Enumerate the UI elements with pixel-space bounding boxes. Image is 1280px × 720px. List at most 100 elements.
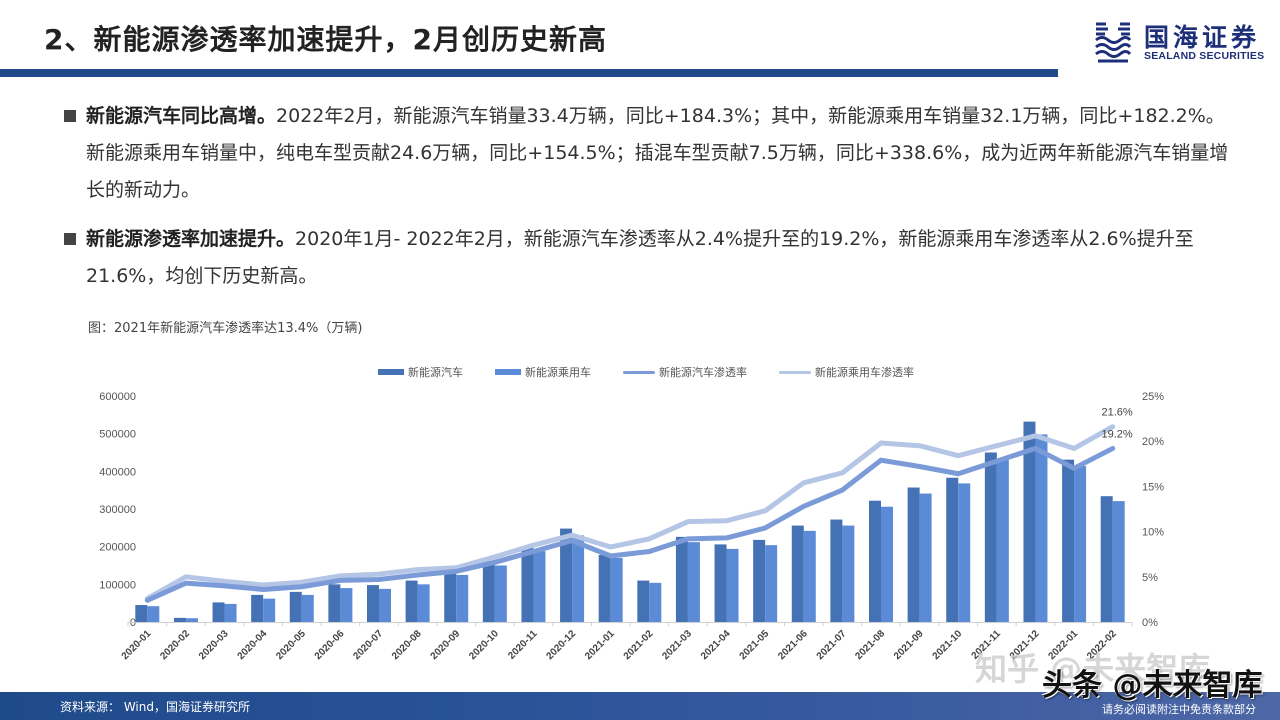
bar	[598, 554, 611, 622]
bar	[572, 535, 585, 622]
slide-title: 2、新能源渗透率加速提升，2月创历史新高	[44, 23, 607, 56]
bar	[791, 525, 804, 622]
legend-label: 新能源汽车	[408, 366, 463, 379]
bullet-lead: 新能源汽车同比高增。	[86, 105, 277, 127]
legend-item: 新能源汽车渗透率	[623, 364, 747, 380]
logo-english-name: SEALAND SECURITIES	[1144, 50, 1265, 62]
x-axis-label: 2021-06	[776, 628, 810, 662]
bar	[289, 591, 302, 622]
x-axis-label: 2020-03	[197, 628, 231, 662]
bar	[379, 588, 391, 622]
bar	[610, 557, 623, 622]
bar	[340, 588, 353, 622]
bar	[753, 539, 766, 622]
bar	[173, 617, 186, 622]
y2-axis-tick: 0%	[1142, 617, 1158, 629]
disclaimer: 请务必阅读附注中免责条款部分	[1102, 703, 1256, 716]
y2-axis-tick: 15%	[1142, 481, 1164, 493]
x-axis-label: 2021-04	[699, 628, 733, 662]
bar	[533, 551, 546, 622]
data-label: 19.2%	[1101, 428, 1132, 440]
bar	[842, 525, 855, 622]
figure-caption: 图：2021年新能源汽车渗透率达13.4%（万辆)	[88, 321, 363, 336]
chart-legend: 新能源汽车 新能源乘用车 新能源汽车渗透率 新能源乘用车渗透率	[378, 365, 946, 379]
bullet-list: 新能源汽车同比高增。2022年2月，新能源汽车销量33.4万辆，同比+184.3…	[62, 98, 1242, 295]
bar	[367, 585, 379, 622]
bar	[765, 545, 778, 622]
x-axis-label: 2021-08	[853, 628, 887, 662]
bar	[714, 544, 727, 622]
bar	[687, 542, 700, 622]
x-axis-label: 2020-02	[158, 628, 192, 662]
bar	[456, 574, 469, 622]
x-axis-label: 2021-01	[583, 628, 617, 662]
bar	[560, 528, 573, 622]
x-axis-label: 2021-09	[892, 628, 926, 662]
bar	[417, 584, 430, 622]
x-axis-label: 2021-05	[738, 628, 772, 662]
x-axis-label: 2020-01	[120, 628, 154, 662]
title-divider	[0, 69, 1058, 77]
bar	[1035, 434, 1048, 622]
x-axis-label: 2021-03	[660, 628, 694, 662]
penetration-line	[144, 445, 1116, 603]
legend-bar-swatch-icon	[495, 369, 521, 375]
y-axis-tick: 600000	[99, 391, 136, 403]
x-axis-label: 2020-09	[429, 628, 463, 662]
x-axis-label: 2020-08	[390, 628, 424, 662]
legend-item: 新能源乘用车	[495, 364, 591, 380]
y-axis-tick: 300000	[99, 504, 136, 516]
bar	[726, 548, 739, 622]
bar	[946, 477, 959, 622]
bar	[251, 594, 264, 622]
bar	[185, 618, 198, 622]
footer-bar: 资料来源： Wind，国海证券研究所 请务必阅读附注中免责条款部分	[0, 692, 1280, 720]
y-axis-tick: 400000	[99, 466, 136, 478]
bar	[1112, 501, 1125, 622]
bar	[649, 582, 662, 622]
bar	[1023, 421, 1036, 622]
y2-axis-tick: 20%	[1142, 436, 1164, 448]
x-axis-label: 2021-10	[931, 628, 965, 662]
bar	[521, 546, 534, 622]
legend-item: 新能源乘用车渗透率	[779, 364, 914, 380]
bar	[830, 519, 843, 622]
bar	[135, 605, 148, 622]
logo-chinese-name: 国海证券	[1144, 23, 1261, 52]
x-axis-label: 2020-05	[274, 628, 308, 662]
bar	[1100, 496, 1113, 622]
bar	[263, 598, 276, 622]
data-source: 资料来源： Wind，国海证券研究所	[60, 700, 250, 714]
bar	[494, 565, 507, 622]
bar	[803, 530, 816, 622]
legend-label: 新能源汽车渗透率	[659, 366, 747, 379]
bar	[637, 580, 650, 622]
data-label: 21.6%	[1101, 407, 1132, 419]
bar	[444, 570, 457, 622]
x-axis-label: 2021-02	[622, 628, 656, 662]
bar	[958, 483, 971, 622]
legend-line-swatch-icon	[779, 370, 811, 374]
bullet-text: 2022年2月，新能源汽车销量33.4万辆，同比+184.3%；其中，新能源乘用…	[86, 105, 1229, 201]
x-axis-label: 2020-10	[467, 628, 501, 662]
bar	[881, 506, 893, 622]
bar	[1074, 466, 1087, 622]
bar	[328, 584, 341, 622]
bullet-penetration: 新能源渗透率加速提升。2020年1月- 2022年2月，新能源汽车渗透率从2.4…	[62, 221, 1242, 295]
company-logo: 国海证券 SEALAND SECURITIES	[1092, 18, 1272, 64]
y2-axis-tick: 10%	[1142, 527, 1164, 539]
bullet-lead: 新能源渗透率加速提升。	[86, 228, 296, 250]
bullet-text: 2020年1月- 2022年2月，新能源汽车渗透率从2.4%提升至的19.2%，…	[86, 228, 1194, 287]
x-axis-label: 2020-12	[544, 628, 578, 662]
y-axis-tick: 100000	[99, 579, 136, 591]
bar	[212, 602, 225, 622]
bar	[147, 606, 160, 622]
bar	[405, 580, 418, 622]
bar	[919, 493, 932, 622]
x-axis-label: 2020-11	[506, 628, 540, 662]
bar	[224, 603, 237, 622]
bar	[984, 452, 997, 622]
toutiao-watermark: 头条 @未来智库	[1042, 668, 1263, 703]
bar	[996, 460, 1009, 622]
